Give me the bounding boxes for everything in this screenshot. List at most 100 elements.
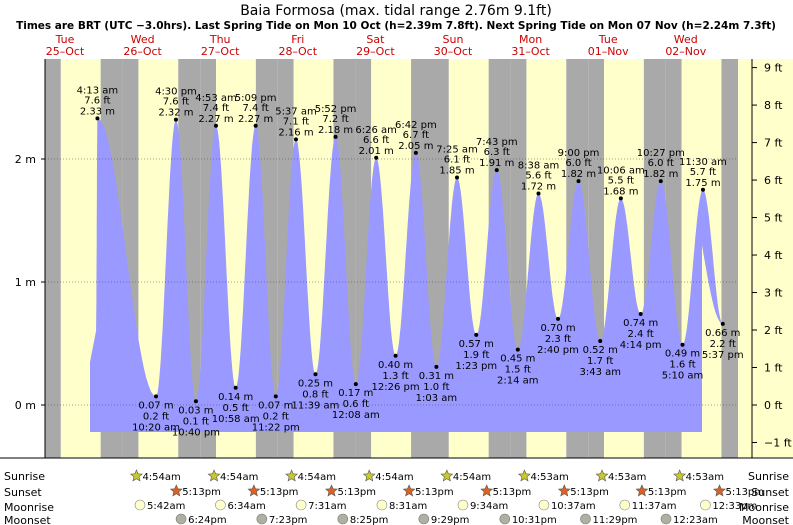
moonset-row-label-right: Moonset xyxy=(742,514,789,525)
tide-time: 11:39 am xyxy=(292,400,340,411)
tide-height-m: 2.32 m xyxy=(158,108,193,119)
moonrise-icon xyxy=(538,499,550,511)
sunset-row-label-left: Sunset xyxy=(4,486,42,499)
tide-height-m: 0.74 m xyxy=(623,318,658,329)
y-right-tick-label: 4 ft xyxy=(764,249,783,262)
day-header-dow: Mon xyxy=(519,33,542,46)
tide-time: 8:38 am xyxy=(518,160,560,171)
tide-time: 12:08 am xyxy=(332,410,380,421)
high-tide-marker: 8:38 am5.6 ft1.72 m xyxy=(518,160,560,196)
chart-subtitle: Times are BRT (UTC −3.0hrs). Last Spring… xyxy=(16,20,776,32)
tide-height-ft: 6.0 ft xyxy=(565,158,591,169)
moonrise-time: 12:33pm xyxy=(712,501,757,512)
y-right-tick-label: 2 ft xyxy=(764,324,783,337)
low-tide-marker: 0.49 m1.6 ft5:10 am xyxy=(662,342,703,382)
low-tide-marker: 0.31 m1.0 ft1:03 am xyxy=(416,364,458,404)
day-header-dow: Wed xyxy=(131,33,155,46)
sunrise-icon xyxy=(285,469,299,482)
sunset-time: 5:13pm xyxy=(337,487,376,498)
moonrise-time: 11:37am xyxy=(632,501,677,512)
moonrise-icon xyxy=(619,499,631,511)
y-left-tick-label: 0 m xyxy=(15,399,36,412)
tide-height-m: 0.40 m xyxy=(378,360,413,371)
moonset-icon xyxy=(175,513,187,525)
moonset-icon xyxy=(580,513,591,525)
moonrise-icon xyxy=(295,499,307,511)
tide-height-ft: 7.6 ft xyxy=(84,95,110,106)
sunrise-row-label-left: Sunrise xyxy=(4,470,45,483)
sunrise-row-label-right: Sunrise xyxy=(748,470,789,483)
tide-height-m: 1.68 m xyxy=(603,186,638,197)
tide-point xyxy=(454,175,459,180)
astronomy-rows: Sunrise Sunrise Sunset Sunset Moonrise Moonri… xyxy=(4,469,790,525)
tide-height-m: 2.33 m xyxy=(80,106,115,117)
tide-height-m: 0.25 m xyxy=(298,378,333,389)
moonset-row-label-left: Moonset xyxy=(4,514,51,525)
y-right-tick-label: 1 ft xyxy=(764,362,783,375)
moonrise-icon xyxy=(376,499,388,511)
day-header-dow: Tue xyxy=(55,33,75,46)
tide-height-m: 0.17 m xyxy=(338,388,373,399)
moonset-icon xyxy=(660,513,672,525)
tide-height-ft: 1.6 ft xyxy=(669,360,695,371)
tide-time: 5:09 pm xyxy=(235,93,277,104)
tide-height-ft: 5.5 ft xyxy=(608,175,634,186)
sunrise-time: 4:54am xyxy=(298,472,336,483)
tide-height-ft: 2.2 ft xyxy=(710,339,736,350)
tide-height-ft: 7.4 ft xyxy=(203,103,229,114)
sunrise-time: 4:54am xyxy=(375,472,413,483)
high-tide-marker: 7:43 pm6.3 ft1.91 m xyxy=(476,137,518,173)
moonset-time: 6:24pm xyxy=(188,515,227,525)
tide-point xyxy=(393,353,398,358)
tide-height-ft: 7.6 ft xyxy=(163,97,189,108)
tide-time: 6:42 pm xyxy=(395,120,437,131)
moonset-icon xyxy=(418,513,430,525)
tide-time: 5:37 am xyxy=(275,106,317,117)
day-header-dow: Sun xyxy=(443,33,464,46)
high-tide-marker: 11:30 am5.7 ft1.75 m xyxy=(679,157,727,192)
day-header-dow: Fri xyxy=(291,33,304,46)
tide-point xyxy=(313,372,318,377)
tide-area xyxy=(90,118,723,433)
day-header-dow: Thu xyxy=(209,33,231,46)
sunset-time: 5:13pm xyxy=(260,487,299,498)
tide-height-ft: 0.8 ft xyxy=(302,389,328,400)
tide-height-ft: 1.5 ft xyxy=(505,365,531,376)
moonset-time: 7:23pm xyxy=(269,515,308,525)
tide-time: 11:22 pm xyxy=(252,422,300,433)
tide-height-ft: 2.3 ft xyxy=(545,334,571,345)
tide-point xyxy=(576,179,581,184)
day-header-dow: Sat xyxy=(366,33,385,46)
sunset-icon xyxy=(325,484,338,497)
tide-time: 4:13 am xyxy=(77,85,119,96)
high-tide-marker: 4:13 am7.6 ft2.33 m xyxy=(77,85,119,121)
tide-height-m: 0.03 m xyxy=(178,405,213,416)
tide-height-m: 2.18 m xyxy=(318,125,353,136)
tide-time: 1:03 am xyxy=(416,393,458,404)
high-tide-marker: 6:26 am6.6 ft2.01 m xyxy=(355,125,397,160)
night-band xyxy=(45,59,61,458)
tide-height-ft: 5.7 ft xyxy=(690,167,716,178)
tide-point xyxy=(193,399,198,404)
day-header-dow: Wed xyxy=(674,33,698,46)
tide-time: 10:27 pm xyxy=(637,148,685,159)
sunset-time: 5:13pm xyxy=(648,487,687,498)
tide-height-m: 0.66 m xyxy=(705,328,740,339)
moonrise-time: 8:31am xyxy=(389,501,427,512)
moonset-time: 11:29pm xyxy=(593,515,638,525)
sunrise-icon xyxy=(440,469,454,482)
tide-height-ft: 1.0 ft xyxy=(423,382,449,393)
tide-time: 6:26 am xyxy=(355,125,397,136)
tide-height-ft: 6.3 ft xyxy=(484,147,510,158)
low-tide-marker: 0.66 m2.2 ft5:37 pm xyxy=(702,321,744,361)
tide-time: 4:53 am xyxy=(195,93,237,104)
tide-height-ft: 2.4 ft xyxy=(627,329,653,340)
y-right-tick-label: 6 ft xyxy=(764,174,783,187)
tide-height-m: 0.07 m xyxy=(258,400,293,411)
day-header-date: 29–Oct xyxy=(356,45,395,58)
tide-height-m: 1.85 m xyxy=(439,165,474,176)
tide-height-ft: 7.2 ft xyxy=(322,114,348,125)
y-axis-left: 0 m 1 m 2 m xyxy=(15,59,46,458)
low-tide-marker: 0.74 m2.4 ft4:14 pm xyxy=(620,311,662,351)
